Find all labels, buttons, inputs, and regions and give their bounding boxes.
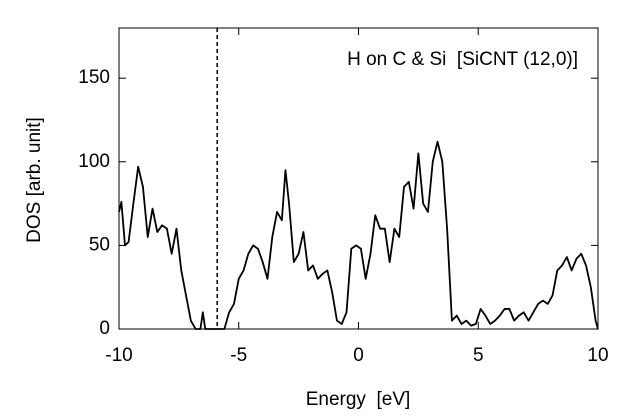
y-tick-label: 150	[78, 67, 110, 88]
y-tick-label: 100	[78, 151, 110, 172]
y-tick-label: 0	[99, 318, 110, 339]
x-tick-label: -10	[105, 345, 132, 366]
x-tick-label: 0	[353, 345, 364, 366]
x-axis-title: Energy [eV]	[306, 389, 411, 410]
y-tick-label: 50	[89, 234, 110, 255]
dos-line	[118, 140, 599, 330]
x-tick-label: 10	[587, 345, 608, 366]
x-tick-label: -5	[230, 345, 247, 366]
plot-frame	[118, 27, 599, 330]
annotation: H on C & Si [SiCNT (12,0)]	[347, 49, 578, 70]
y-axis-title: DOS [arb. unit]	[24, 117, 45, 243]
x-tick-label: 5	[473, 345, 484, 366]
